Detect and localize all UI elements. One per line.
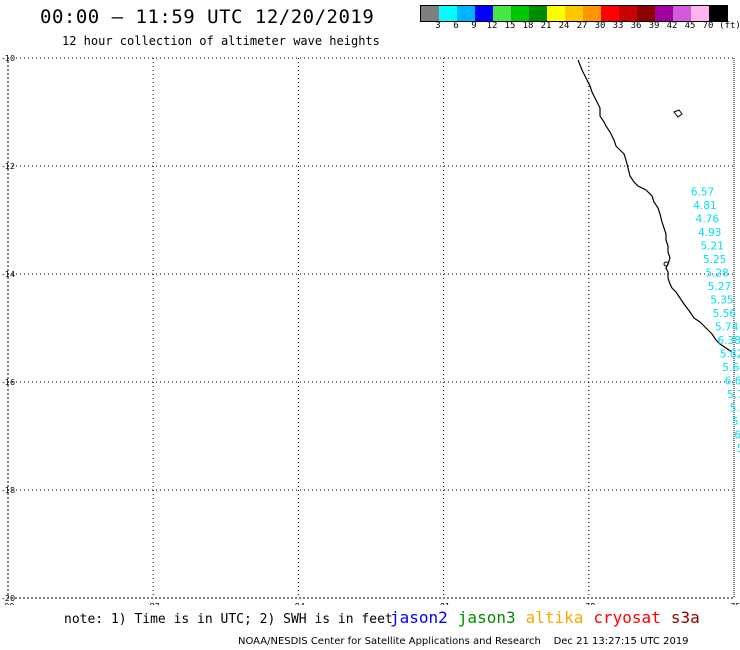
- colorbar-label: 27: [576, 21, 588, 31]
- colorbar-label: 12: [486, 21, 498, 31]
- wave-height-label: 6.61: [725, 376, 740, 388]
- island: [673, 109, 683, 118]
- wave-height-label: 4.93: [698, 227, 721, 239]
- colorbar-swatch: [601, 6, 619, 21]
- wave-height-label: 5.21: [701, 241, 724, 253]
- lat-tick-label: -10: [2, 54, 15, 63]
- wave-height-label: 5.85: [737, 443, 740, 455]
- wave-height-label: 5.28: [705, 268, 728, 280]
- colorbar-swatch: [457, 6, 475, 21]
- colorbar-label: 45: [684, 21, 696, 31]
- colorbar-label: 24: [558, 21, 570, 31]
- colorbar-label: 3: [435, 21, 441, 31]
- page-subtitle: 12 hour collection of altimeter wave hei…: [62, 34, 380, 48]
- wave-height-label: 5.64: [730, 403, 740, 415]
- colorbar-label: 21: [540, 21, 552, 31]
- wave-height-label: 5.74: [715, 322, 739, 334]
- colorbar-label: 9: [471, 21, 477, 31]
- wave-height-label: 5.56: [713, 308, 737, 320]
- lon-tick-label: -90: [1, 602, 14, 605]
- colorbar-label: 6: [453, 21, 459, 31]
- legend-item-jason3: jason3: [457, 608, 516, 627]
- lat-tick-label: -12: [2, 162, 15, 171]
- colorbar-swatch: [565, 6, 583, 21]
- colorbar-swatch: [421, 6, 439, 21]
- lon-tick-label: -84: [292, 602, 305, 605]
- colorbar-swatch: [475, 6, 493, 21]
- coastline: [577, 59, 733, 353]
- lat-tick-label: -16: [2, 378, 15, 387]
- wave-height-label: 4.76: [696, 214, 720, 226]
- wave-height-label: 5.64: [722, 362, 740, 374]
- colorbar-label: 70: [702, 21, 714, 31]
- wave-height-label: 4.81: [693, 200, 716, 212]
- wave-height-label: 6.10: [734, 430, 740, 442]
- colorbar-swatch: [547, 6, 565, 21]
- colorbar-swatch: [511, 6, 529, 21]
- wave-height-label: 6.57: [691, 187, 714, 199]
- wave-height-label: 5.82: [720, 349, 740, 361]
- page-title: 00:00 – 11:59 UTC 12/20/2019: [40, 6, 375, 28]
- wave-height-label: 6.38: [717, 335, 740, 347]
- lat-tick-label: -14: [2, 270, 15, 279]
- colorbar-swatch: [709, 6, 727, 21]
- legend-item-s3a: s3a: [670, 608, 700, 627]
- wave-height-label: 5.70: [727, 389, 740, 401]
- colorbar-swatch: [673, 6, 691, 21]
- wave-height-labels: 6.574.81 4.764.93 5.215.25 5.285.27 5.355.56…: [691, 187, 740, 469]
- colorbar: [420, 5, 728, 22]
- colorbar-swatch: [619, 6, 637, 21]
- colorbar-label: 39: [648, 21, 660, 31]
- colorbar-swatch: [439, 6, 457, 21]
- map-ticks: -10 -12 -14 -16 -18 -20-90 -87 -84 -81 -78 -75: [1, 54, 740, 605]
- colorbar-unit: (ft): [719, 21, 740, 31]
- colorbar-label: 33: [612, 21, 624, 31]
- wave-height-label: 5.39: [732, 416, 740, 428]
- colorbar-label: 18: [522, 21, 534, 31]
- colorbar-label: 15: [504, 21, 516, 31]
- lon-tick-label: -81: [437, 602, 450, 605]
- colorbar-swatch: [637, 6, 655, 21]
- colorbar-label: 30: [594, 21, 606, 31]
- colorbar-label: 42: [666, 21, 678, 31]
- wave-height-label: 5.25: [703, 254, 726, 266]
- legend-item-altika: altika: [525, 608, 584, 627]
- lon-tick-label: -78: [582, 602, 595, 605]
- note: note: 1) Time is in UTC; 2) SWH is in fe…: [64, 612, 393, 627]
- colorbar-swatch: [655, 6, 673, 21]
- legend-item-jason2: jason2: [390, 608, 448, 627]
- colorbar-swatch: [691, 6, 709, 21]
- footer: NOAA/NESDIS Center for Satellite Applica…: [238, 636, 689, 647]
- satellite-legend: jason2 jason3 altika cryosat s3a: [390, 608, 710, 627]
- colorbar-swatch: [529, 6, 547, 21]
- wave-height-label: 5.27: [708, 281, 731, 293]
- wave-height-label: 5.35: [710, 295, 733, 307]
- colorbar-swatch: [493, 6, 511, 21]
- colorbar-labels: 3 6 9 12 15 18 21 24 27 30 33 36 39 42 45 70 (ft): [420, 21, 740, 35]
- lat-tick-label: -20: [2, 594, 15, 603]
- coast-islet: [663, 261, 669, 267]
- colorbar-swatch: [583, 6, 601, 21]
- lon-tick-label: -87: [147, 602, 160, 605]
- legend-item-cryosat: cryosat: [593, 608, 661, 627]
- map-grid: [7, 57, 735, 599]
- map-frame: [7, 57, 735, 599]
- wave-height-highlight: 11.1: [739, 322, 740, 334]
- lat-tick-label: -18: [2, 486, 15, 495]
- lon-tick-label: -75: [727, 602, 740, 605]
- map[interactable]: -10 -12 -14 -16 -18 -20-90 -87 -84 -81 -78 -75 6.5…: [0, 0, 740, 605]
- colorbar-label: 36: [630, 21, 642, 31]
